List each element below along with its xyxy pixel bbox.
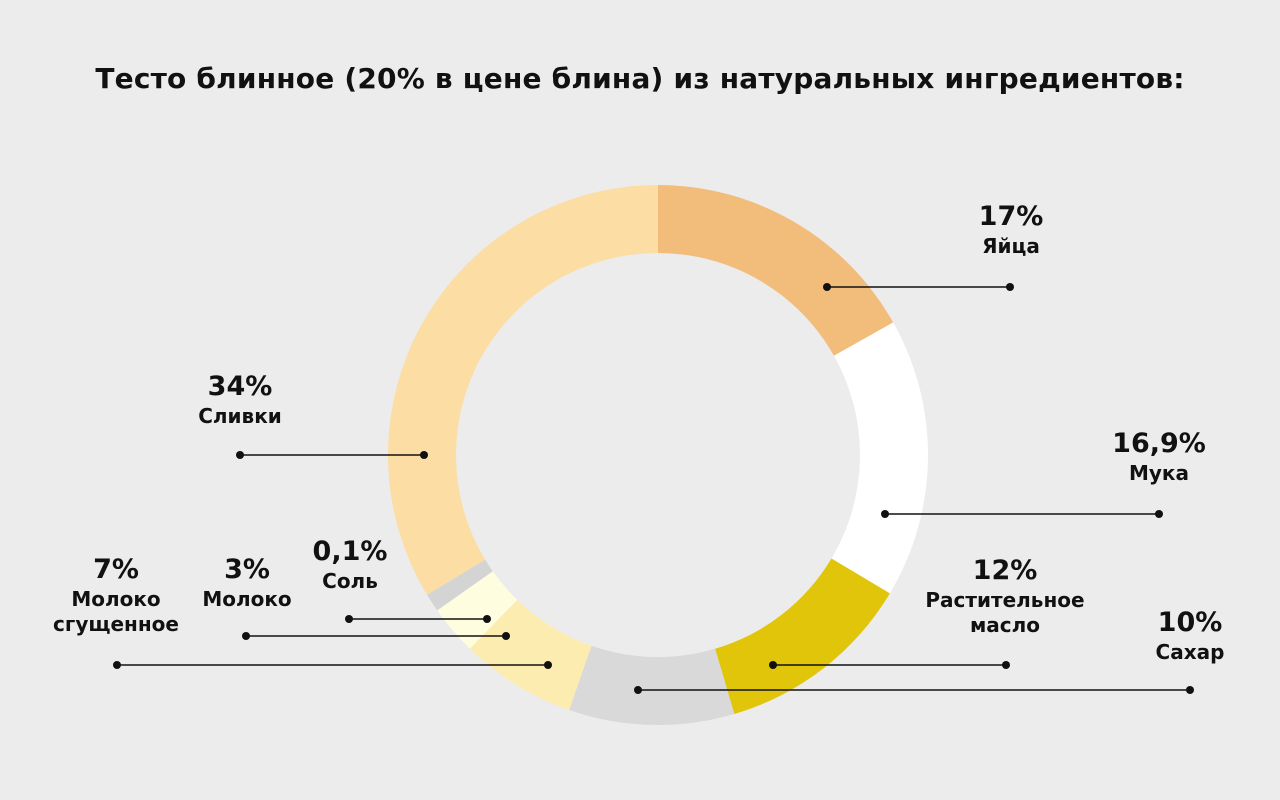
leader-flour [881, 510, 1163, 518]
label-eggs-name: Яйца [982, 234, 1040, 258]
chart-title: Тесто блинное (20% в цене блина) из нату… [95, 62, 1185, 95]
label-condensed-name-line1: Молоко сгущенное [53, 587, 179, 636]
label-condensed-name: Молоко сгущенное [51, 587, 181, 637]
leader-cream [236, 451, 428, 459]
label-sugar-value: 10% [1157, 607, 1223, 638]
slice-flour [831, 322, 928, 594]
label-oil-name-line1: Растительное масло [925, 588, 1085, 637]
label-milk: 3% Молоко [187, 553, 307, 612]
label-flour: 16,9% Мука [1099, 427, 1219, 486]
slice-milk [437, 571, 518, 649]
slice-condensed [469, 599, 592, 710]
label-sugar: 10% Сахар [1130, 606, 1250, 665]
leader-eggs [823, 283, 1014, 291]
label-cream-value: 34% [207, 371, 273, 402]
label-cream: 34% Сливки [180, 370, 300, 429]
label-oil-name: Растительное масло [900, 588, 1110, 638]
leader-milk [242, 632, 510, 640]
label-eggs: 17% Яйца [951, 200, 1071, 259]
label-eggs-value: 17% [978, 201, 1044, 232]
leader-oil [769, 661, 1010, 669]
label-salt-name: Соль [322, 569, 378, 593]
label-oil: 12% Растительное масло [900, 554, 1110, 638]
label-oil-value: 12% [972, 555, 1038, 586]
label-milk-name: Молоко [202, 587, 292, 611]
label-cream-name: Сливки [198, 404, 282, 428]
label-flour-value: 16,9% [1112, 428, 1206, 459]
leader-salt [345, 615, 491, 623]
label-sugar-name: Сахар [1155, 640, 1225, 664]
leader-condensed [113, 661, 552, 669]
label-condensed-value: 7% [93, 554, 139, 585]
slice-sugar [569, 645, 735, 726]
label-flour-name: Мука [1128, 461, 1189, 485]
slice-cream [388, 185, 658, 595]
slice-eggs [658, 185, 894, 356]
label-milk-value: 3% [224, 554, 270, 585]
leader-sugar [634, 686, 1194, 694]
label-salt: 0,1% Соль [290, 535, 410, 594]
slice-salt [426, 559, 493, 611]
label-salt-value: 0,1% [312, 536, 388, 567]
slice-oil [715, 558, 890, 714]
label-condensed: 7% Молоко сгущенное [51, 553, 181, 637]
